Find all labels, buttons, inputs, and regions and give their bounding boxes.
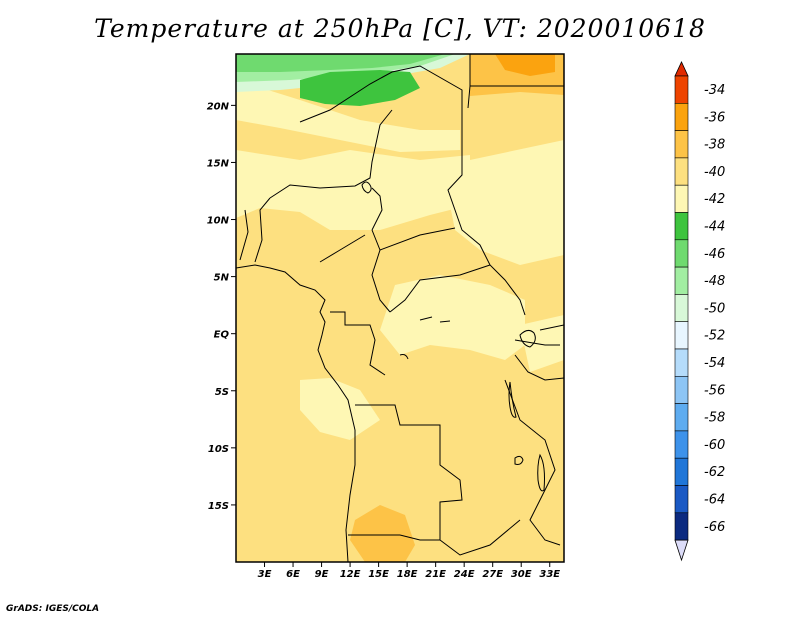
colorbar-label-5: -44 <box>704 220 725 235</box>
temperature-field <box>236 54 564 562</box>
lon-tick-label-10: 33E <box>539 569 560 580</box>
field-region-coast-light <box>300 378 380 440</box>
colorbar-swatch-9 <box>674 321 689 350</box>
colorbar-swatch-12 <box>674 403 689 432</box>
colorbar-label-10: -54 <box>704 356 725 371</box>
colorbar-label-9: -52 <box>704 329 725 344</box>
lon-tick-label-8: 27E <box>482 569 503 580</box>
grads-credit: GrADS: IGES/COLA <box>6 604 100 614</box>
colorbar-label-13: -60 <box>704 438 725 453</box>
colorbar-swatch-7 <box>674 266 689 295</box>
colorbar-over-arrow <box>674 61 689 77</box>
lat-tick-label-6: 10S <box>208 444 229 455</box>
map-title: Temperature at 250hPa [C], VT: 202001061… <box>94 14 706 43</box>
colorbar-swatch-2 <box>674 130 689 159</box>
lat-tick-label-1: 15N <box>207 158 230 169</box>
lon-tick-label-7: 24E <box>454 569 475 580</box>
colorbar-swatch-6 <box>674 239 689 268</box>
colorbar-label-0: -34 <box>704 83 725 98</box>
colorbar-label-7: -48 <box>704 274 725 289</box>
colorbar-label-4: -42 <box>704 192 725 207</box>
lon-tick-label-0: 3E <box>258 569 272 580</box>
field-region-east-light <box>450 140 564 265</box>
lakes <box>361 181 545 492</box>
field-region-ne-warmer <box>495 54 555 76</box>
lon-tick-label-3: 12E <box>340 569 361 580</box>
colorbar-label-14: -62 <box>704 465 725 480</box>
colorbar-swatch-0 <box>674 75 689 104</box>
field-region-congo-light <box>380 275 525 360</box>
colorbar-swatch-13 <box>674 430 689 459</box>
colorbar: -34 -36 -38 -40 -42 -44 -46 -48 -50 -52 -54 -56 -58 -… <box>674 61 725 562</box>
lat-tick-label-3: 5N <box>214 273 230 284</box>
lat-tick-label-2: 10N <box>207 216 230 227</box>
colorbar-label-6: -46 <box>704 247 725 262</box>
field-region-jet-mid <box>236 54 445 72</box>
colorbar-label-12: -58 <box>704 411 725 426</box>
colorbar-label-16: -66 <box>704 520 725 535</box>
field-region-kenya-light <box>520 315 564 372</box>
lat-axis: 20N 15N 10N 5N EQ 5S 10S 15S <box>207 101 236 512</box>
colorbar-label-1: -36 <box>704 110 725 125</box>
lon-tick-label-5: 18E <box>397 569 418 580</box>
lat-tick-label-5: 5S <box>215 387 229 398</box>
lat-tick-label-7: 15S <box>208 501 229 512</box>
lon-tick-label-1: 6E <box>286 569 300 580</box>
colorbar-label-3: -40 <box>704 165 725 180</box>
lon-tick-label-9: 30E <box>511 569 532 580</box>
country-borders <box>236 54 564 562</box>
field-region-sahel-light <box>236 150 470 230</box>
lon-tick-label-2: 9E <box>315 569 329 580</box>
colorbar-swatch-10 <box>674 348 689 377</box>
plot-frame <box>235 53 565 563</box>
field-region-namibia-warm <box>350 505 415 562</box>
colorbar-swatch-16 <box>674 512 689 541</box>
colorbar-label-11: -56 <box>704 383 725 398</box>
colorbar-swatch-1 <box>674 103 689 131</box>
colorbar-swatch-3 <box>674 157 689 186</box>
lon-tick-label-4: 15E <box>368 569 389 580</box>
colorbar-label-8: -50 <box>704 301 725 316</box>
field-region-north-light <box>236 80 460 152</box>
lon-tick-label-6: 21E <box>425 569 446 580</box>
colorbar-swatch-5 <box>674 212 689 241</box>
field-region-jet-core <box>300 70 420 106</box>
colorbar-label-15: -64 <box>704 493 725 508</box>
colorbar-swatch-15 <box>674 485 689 514</box>
colorbar-swatch-14 <box>674 457 689 486</box>
lon-axis: 3E 6E 9E 12E 15E 18E 21E 24E 27E 30E 33E <box>258 562 560 580</box>
lat-tick-label-0: 20N <box>207 101 230 112</box>
colorbar-under-arrow <box>674 539 689 562</box>
lat-tick-label-4: EQ <box>214 330 230 341</box>
colorbar-swatch-4 <box>674 184 689 213</box>
colorbar-label-2: -38 <box>704 138 725 153</box>
colorbar-swatch-11 <box>674 375 689 404</box>
colorbar-swatch-8 <box>674 294 689 322</box>
